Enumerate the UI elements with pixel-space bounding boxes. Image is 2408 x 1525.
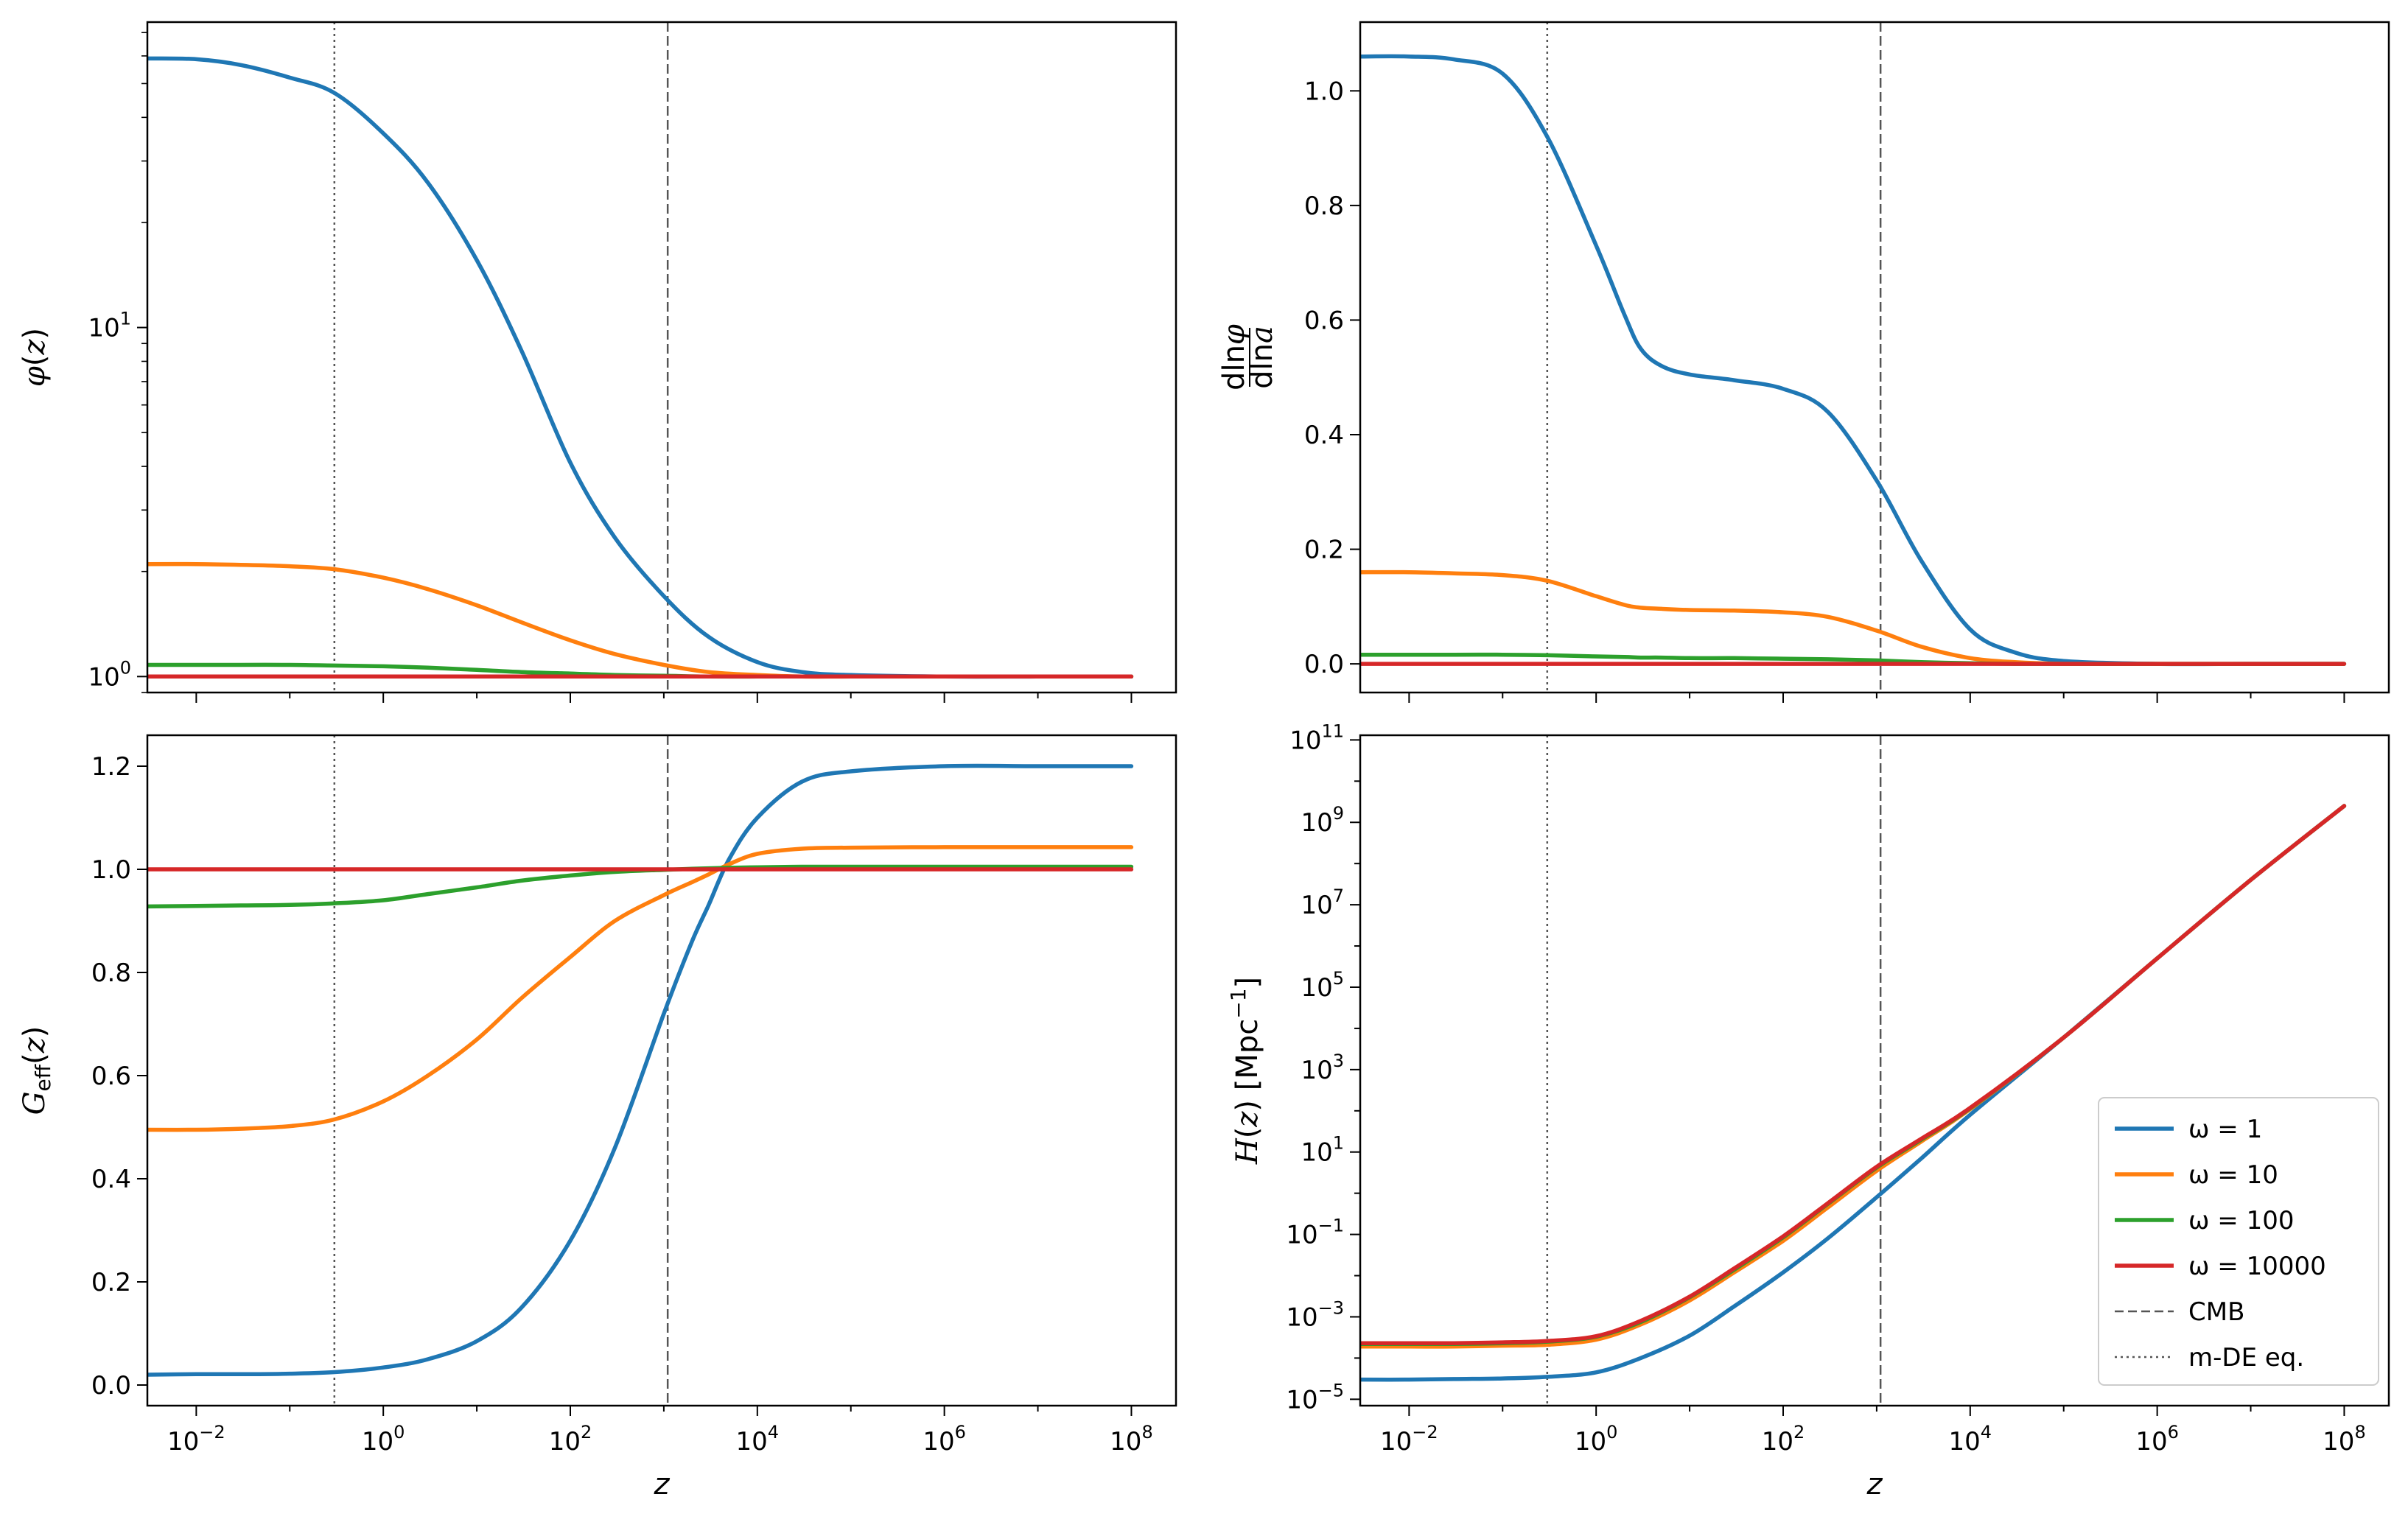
series-line-10 [1360, 569, 2347, 667]
series-line-1 [1360, 54, 2347, 667]
panel-bottom-right: 10−2 100 102 104 106 108 z 10−5 10−3 10−1 101 103 10… [1226, 721, 2390, 1501]
axes-frame [1359, 734, 2390, 1407]
y-axis-label-denominator: dlna [1245, 326, 1279, 389]
series-line-100 [147, 864, 1134, 909]
x-axis-label: z [654, 1468, 671, 1501]
series-group [1360, 54, 2347, 667]
y-tick-label: 107 [1301, 886, 1344, 920]
y-axis-label-text: φ(z) [18, 328, 52, 387]
legend-label: ω = 1 [2188, 1115, 2262, 1144]
legend-item: ω = 100 [2115, 1206, 2294, 1235]
y-axis-label: H(z) [Mpc−1] [1226, 977, 1264, 1165]
series-line-1 [147, 56, 1134, 679]
y-tick-label: 10−1 [1286, 1216, 1344, 1250]
x-tick-label: 106 [2135, 1422, 2179, 1456]
y-tick-label: 1011 [1289, 721, 1344, 755]
x-tick-label: 108 [1110, 1422, 1153, 1456]
x-tick-label: 108 [2323, 1422, 2366, 1456]
series-line-10000 [1360, 804, 2347, 1345]
x-axis-label: z [1866, 1468, 1883, 1501]
y-axis-label: φ(z) [18, 328, 52, 387]
legend-label: ω = 10000 [2188, 1252, 2326, 1281]
legend-item: m-DE eq. [2115, 1343, 2304, 1372]
y-tick-label: 109 [1301, 803, 1344, 838]
legend-item: CMB [2115, 1297, 2244, 1327]
y-tick-label: 105 [1301, 968, 1344, 1003]
x-tick-label: 104 [1949, 1422, 1992, 1456]
y-tick-label: 0.2 [91, 1268, 131, 1297]
series-line-1 [147, 763, 1134, 1377]
y-tick-label: 0.6 [91, 1062, 131, 1091]
axes-frame [146, 21, 1177, 694]
y-tick-label: 100 [88, 657, 131, 692]
x-tick-label: 100 [362, 1422, 405, 1456]
series-group [1360, 804, 2347, 1382]
y-tick-label: 0.4 [91, 1165, 131, 1194]
x-tick-label: 102 [1762, 1422, 1805, 1456]
legend: ω = 1 ω = 10 ω = 100 ω = 10000 CMB m-DE eq. [2098, 1097, 2379, 1386]
legend-label: ω = 100 [2188, 1206, 2294, 1235]
x-tick-label: 102 [549, 1422, 592, 1456]
x-tick-label: 106 [923, 1422, 966, 1456]
y-tick-label: 0.2 [1304, 536, 1344, 565]
x-tick-label: 10−2 [167, 1422, 225, 1456]
legend-item: ω = 10 [2115, 1160, 2278, 1190]
y-axis-label-text: H(z) [Mpc−1] [1226, 977, 1264, 1165]
axes-frame [146, 734, 1177, 1407]
y-tick-label: 10−3 [1286, 1297, 1344, 1332]
y-axis-label-text: dlnφ [1217, 324, 1251, 390]
legend-label: CMB [2188, 1297, 2244, 1327]
x-tick-label: 10−2 [1380, 1422, 1438, 1456]
y-axis-label-text: Geff(z) [18, 1026, 55, 1115]
y-tick-label: 0.0 [91, 1371, 131, 1400]
y-tick-label: 0.8 [1304, 192, 1344, 221]
y-tick-label: 0.0 [1304, 650, 1344, 679]
series-group [147, 763, 1134, 1377]
series-group [147, 56, 1134, 679]
series-line-10 [147, 561, 1134, 679]
y-tick-label: 1.0 [1304, 77, 1344, 106]
y-tick-label: 1.2 [91, 752, 131, 782]
y-tick-label: 1.0 [91, 855, 131, 885]
legend-item: ω = 1 [2115, 1115, 2262, 1144]
axes-frame [1359, 21, 2390, 694]
y-tick-label: 101 [88, 309, 131, 343]
legend-frame [2098, 1097, 2379, 1386]
y-tick-label: 10−5 [1286, 1380, 1344, 1414]
y-tick-label: 101 [1301, 1133, 1344, 1168]
legend-label: m-DE eq. [2188, 1343, 2304, 1372]
y-tick-label: 0.6 [1304, 306, 1344, 335]
x-tick-label: 104 [736, 1422, 780, 1456]
x-tick-label: 100 [1575, 1422, 1618, 1456]
y-axis-label: Geff(z) [18, 1026, 55, 1115]
series-line-10 [147, 845, 1134, 1132]
legend-label: ω = 10 [2188, 1160, 2278, 1190]
panel-bottom-left: 10−2 100 102 104 106 108 z 0.0 0.2 0.4 0.6 0.8 1.0 1.… [18, 734, 1177, 1501]
y-tick-label: 0.4 [1304, 421, 1344, 450]
y-tick-label: 0.8 [91, 958, 131, 988]
y-tick-label: 103 [1301, 1051, 1344, 1085]
panel-top-left: 100 101 φ(z) [18, 21, 1177, 703]
legend-item: ω = 10000 [2115, 1252, 2326, 1281]
